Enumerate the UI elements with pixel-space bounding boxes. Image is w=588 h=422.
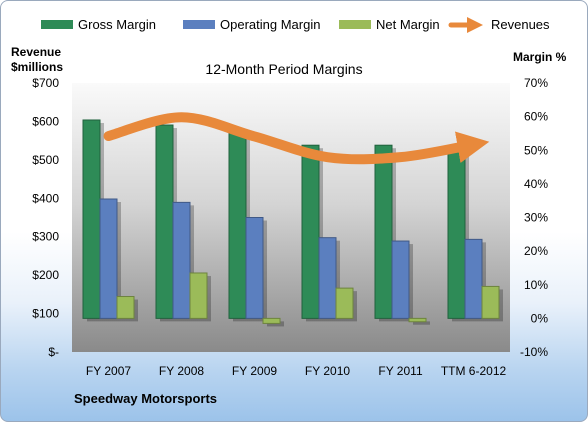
- legend: Gross Margin Operating Margin Net Margin…: [41, 16, 550, 34]
- category-labels: FY 2007 FY 2008 FY 2009 FY 2010 FY 2011 TTM 6…: [86, 364, 507, 378]
- bar-shadow: [413, 321, 430, 325]
- left-axis-title-line1: Revenue: [11, 45, 61, 59]
- left-tick-label: $200: [32, 268, 59, 282]
- category-label: FY 2008: [159, 364, 204, 378]
- left-tick-label: $600: [32, 114, 59, 128]
- left-tick-label: $-: [48, 345, 59, 359]
- legend-swatch-net-margin: [339, 20, 371, 29]
- bar-operating-margin: [318, 237, 337, 319]
- right-tick-label: 20%: [524, 244, 548, 258]
- left-tick-label: $500: [32, 153, 59, 167]
- category-label: TTM 6-2012: [441, 364, 507, 378]
- bar-operating-margin: [391, 240, 410, 319]
- legend-label-revenues: Revenues: [491, 17, 550, 32]
- right-tick-label: 0%: [531, 311, 549, 325]
- category-label: FY 2007: [86, 364, 131, 378]
- right-tick-label: 40%: [524, 177, 548, 191]
- left-axis-title-line2: $millions: [11, 60, 63, 74]
- bar-operating-margin: [464, 238, 483, 319]
- left-tick-label: $100: [32, 307, 59, 321]
- bar-gross-margin: [447, 146, 466, 319]
- revenue-line: [103, 112, 490, 165]
- bar-net-margin: [408, 317, 427, 323]
- category-label: FY 2011: [378, 364, 423, 378]
- legend-swatch-operating-margin: [183, 20, 215, 29]
- bar-net-margin: [481, 285, 500, 319]
- right-tick-label: -10%: [520, 345, 548, 359]
- bar-gross-margin: [155, 124, 174, 319]
- right-axis-ticks: -10% 0% 10% 20% 30% 40% 50% 60% 70%: [520, 76, 548, 359]
- bar-net-margin: [262, 317, 281, 324]
- legend-label-operating-margin: Operating Margin: [220, 17, 320, 32]
- bar-net-margin: [116, 296, 135, 319]
- right-tick-label: 70%: [524, 76, 548, 90]
- bar-operating-margin: [172, 201, 191, 319]
- bar-gross-margin: [374, 144, 393, 319]
- bar-net-margin: [335, 287, 354, 319]
- company-name: Speedway Motorsports: [74, 391, 217, 406]
- left-tick-label: $400: [32, 191, 59, 205]
- left-tick-label: $300: [32, 230, 59, 244]
- revenue-line-group: [103, 112, 490, 165]
- chart-title: 12-Month Period Margins: [205, 61, 362, 77]
- right-tick-label: 50%: [524, 143, 548, 157]
- right-axis-title: Margin %: [513, 50, 567, 64]
- legend-swatch-gross-margin: [41, 20, 73, 29]
- bar-operating-margin: [99, 198, 118, 319]
- category-label: FY 2009: [232, 364, 277, 378]
- bar-net-margin: [189, 272, 208, 319]
- right-tick-label: 10%: [524, 278, 548, 292]
- left-axis-ticks: $- $100 $200 $300 $400 $500 $600 $700: [32, 76, 59, 359]
- left-tick-label: $700: [32, 76, 59, 90]
- right-tick-label: 30%: [524, 211, 548, 225]
- bar-operating-margin: [245, 217, 264, 319]
- right-tick-label: 60%: [524, 110, 548, 124]
- legend-label-net-margin: Net Margin: [376, 17, 440, 32]
- category-label: FY 2010: [305, 364, 350, 378]
- bar-gross-margin: [301, 144, 320, 319]
- bar-gross-margin: [82, 119, 101, 319]
- legend-label-gross-margin: Gross Margin: [78, 17, 156, 32]
- bar-gross-margin: [228, 132, 247, 319]
- bar-group: [82, 119, 503, 327]
